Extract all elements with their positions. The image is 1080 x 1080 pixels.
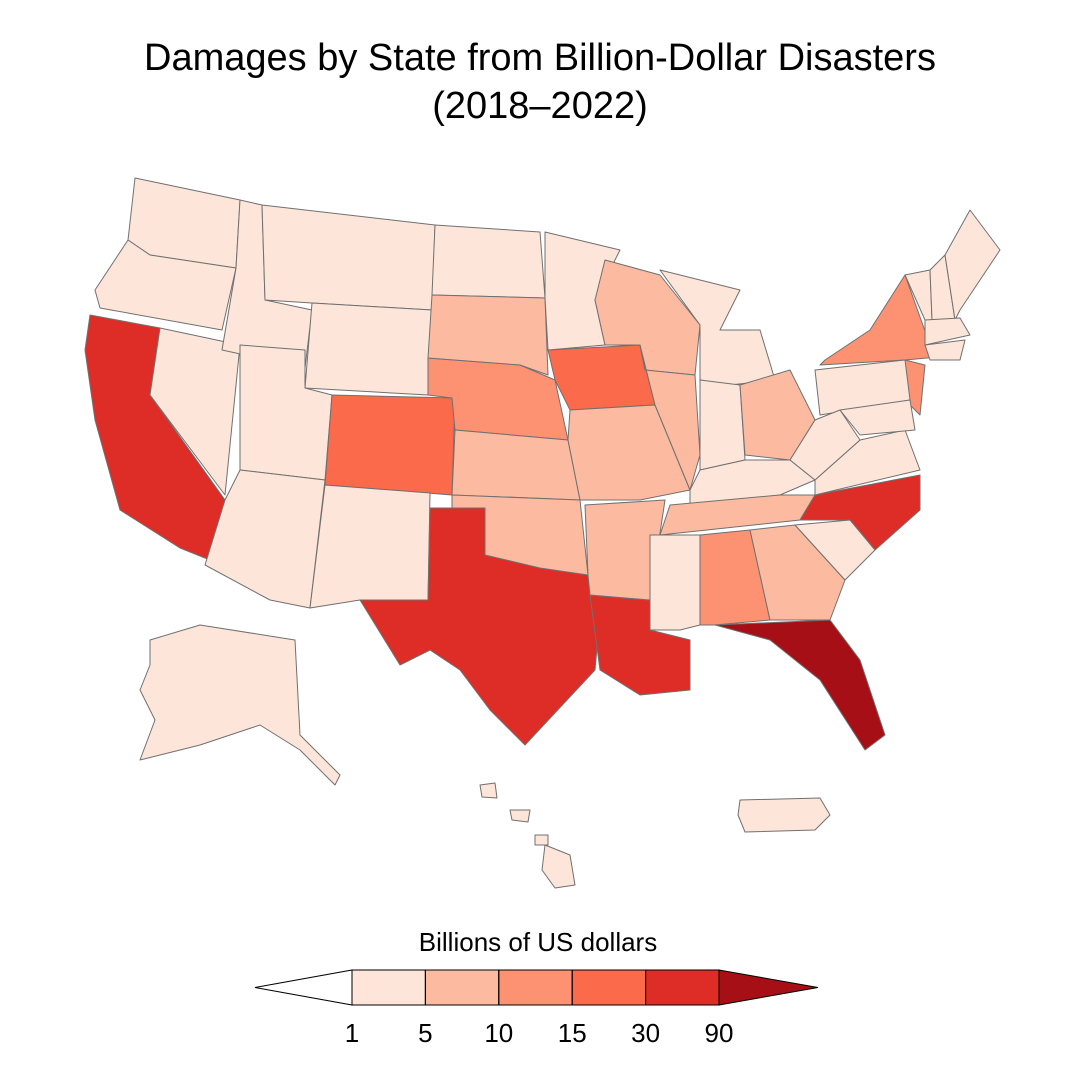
legend-swatch <box>571 969 647 1006</box>
legend-tick-label: 30 <box>631 1018 660 1048</box>
legend: 1 5 10 15 30 90 <box>254 969 819 1048</box>
legend-tick-label: 5 <box>418 1018 432 1048</box>
legend-tick-label: 10 <box>484 1018 513 1048</box>
legend-title: Billions of US dollars <box>419 927 657 957</box>
state <box>924 317 971 346</box>
state <box>649 534 701 631</box>
state <box>547 344 656 411</box>
legend-over <box>718 969 819 1006</box>
legend-swatch <box>498 969 573 1006</box>
state <box>451 494 589 576</box>
island <box>541 844 576 889</box>
state <box>699 379 746 471</box>
state <box>714 619 886 751</box>
map-title: Damages by State from Billion-Dollar Dis… <box>144 37 936 79</box>
states <box>84 177 1001 889</box>
island <box>509 809 531 823</box>
state <box>261 204 436 311</box>
state <box>924 339 966 361</box>
state <box>749 524 846 621</box>
state <box>149 327 241 496</box>
state <box>427 294 549 376</box>
island <box>534 834 549 846</box>
legend-swatch <box>351 969 426 1006</box>
island <box>479 782 498 799</box>
state <box>584 499 666 601</box>
legend-swatch <box>424 969 500 1006</box>
state <box>309 484 431 609</box>
state <box>139 624 341 786</box>
state <box>451 429 581 501</box>
state <box>204 469 326 609</box>
state <box>944 209 1001 321</box>
state <box>304 302 433 396</box>
legend-under <box>254 969 353 1006</box>
state <box>839 399 916 436</box>
state <box>794 519 876 581</box>
state <box>789 409 861 481</box>
island <box>737 797 831 833</box>
legend-swatch <box>645 969 720 1006</box>
state <box>699 529 771 626</box>
state <box>431 224 546 299</box>
map-subtitle: (2018–2022) <box>432 85 648 127</box>
state <box>324 394 456 496</box>
legend-tick-label: 90 <box>705 1018 734 1048</box>
state <box>94 239 237 331</box>
legend-tick-label: 1 <box>345 1018 359 1048</box>
legend-tick-label: 15 <box>558 1018 587 1048</box>
